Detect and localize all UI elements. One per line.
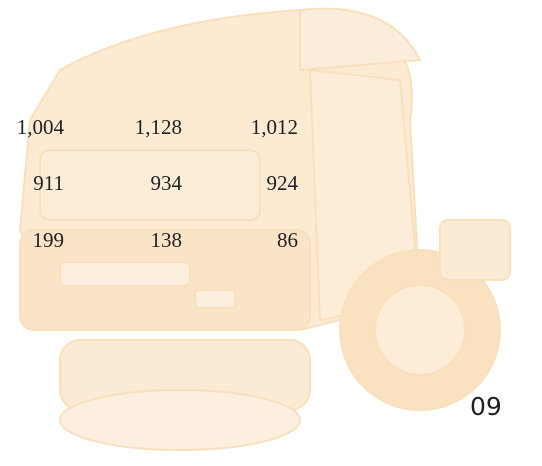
table-cell: 924 — [228, 171, 298, 195]
table-cell: 1,004 — [0, 115, 64, 139]
page: 1,004 1,128 1,012 911 934 924 199 138 86 09 — [0, 0, 542, 466]
table-cell: 1,128 — [112, 115, 182, 139]
table-cell: 1,012 — [228, 115, 298, 139]
table-cell: 199 — [0, 228, 64, 252]
table-cell: 934 — [112, 171, 182, 195]
table-cell: 911 — [0, 171, 64, 195]
table-cell: 86 — [228, 228, 298, 252]
table-cell: 138 — [112, 228, 182, 252]
page-number: 09 — [470, 392, 502, 421]
